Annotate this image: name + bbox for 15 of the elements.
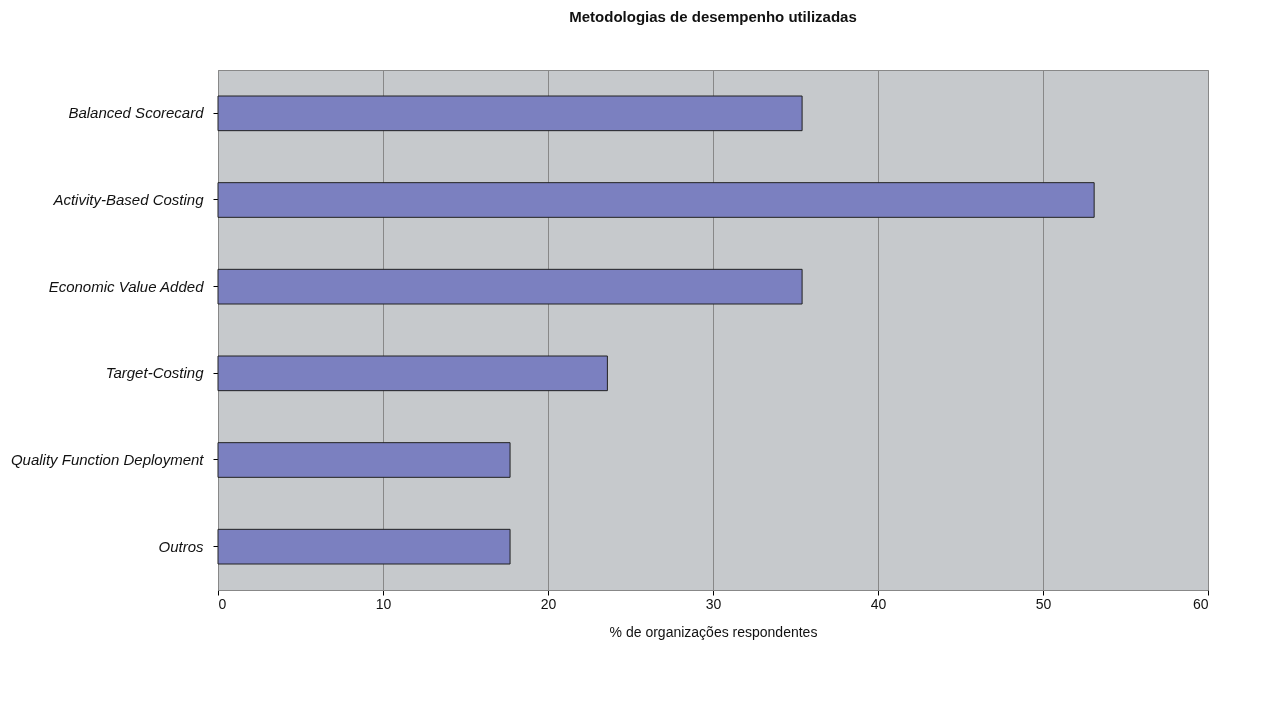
y-tick-label: Target-Costing [105,364,205,382]
x-tick-label: 0 [218,595,227,612]
y-tick-label: Quality Function Deployment [10,451,205,468]
y-tick-label: Activity-Based Costing [52,191,205,208]
x-axis-title: % de organizações respondentes [609,623,818,640]
x-tick-label: 20 [540,595,557,612]
x-tick-label: 50 [1035,595,1052,612]
x-tick-label: 10 [375,595,392,612]
y-tick-label: Economic Value Added [48,277,205,295]
x-tick-label: 60 [1192,595,1209,612]
chart-title: Metodologias de desempenho utilizadas [569,8,857,25]
x-tick-label: 30 [705,595,722,612]
y-tick-label: Balanced Scorecard [68,104,205,122]
x-tick-label: 40 [870,595,887,612]
y-tick-label: Outros [158,537,204,555]
